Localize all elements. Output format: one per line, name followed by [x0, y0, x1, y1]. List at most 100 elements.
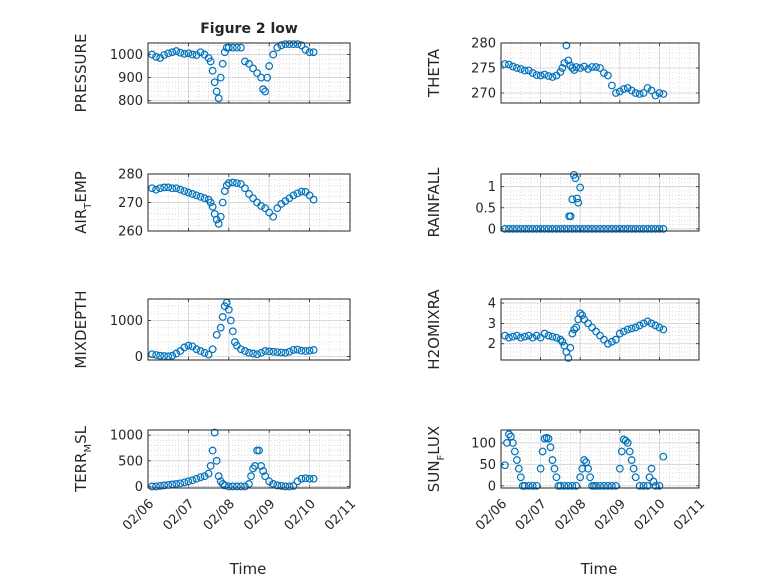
y-tick-label: 270 — [118, 196, 143, 211]
data-point — [564, 481, 573, 490]
y-tick-label: 2 — [488, 337, 496, 352]
y-tick-label: 1 — [488, 180, 496, 195]
data-point — [647, 464, 656, 473]
data-point — [631, 89, 640, 97]
data-point — [237, 345, 245, 354]
data-point — [257, 462, 266, 470]
data-point — [520, 332, 529, 341]
data-point — [289, 40, 298, 49]
data-point — [501, 331, 509, 340]
data-point — [224, 43, 233, 52]
data-point — [172, 47, 181, 55]
data-point — [168, 184, 177, 193]
y-axis-label: TERRMSL — [72, 425, 94, 493]
data-point — [532, 224, 541, 233]
data-point — [611, 89, 620, 97]
data-point — [619, 224, 628, 233]
data-point — [265, 62, 274, 70]
data-point — [188, 50, 197, 59]
data-point — [192, 345, 201, 354]
data-point — [544, 331, 553, 340]
data-point — [192, 191, 201, 200]
data-point — [249, 64, 257, 73]
data-point — [639, 319, 648, 328]
data-point — [305, 48, 314, 57]
axes-4: 0 0.5 1 RAINFALL — [425, 167, 700, 237]
data-point — [576, 473, 585, 482]
data-point — [655, 89, 664, 97]
y-tick-label: 0 — [488, 222, 496, 237]
data-point — [651, 91, 660, 100]
y-tick-label: 800 — [118, 94, 143, 109]
data-point — [520, 481, 529, 490]
data-point — [263, 73, 272, 82]
data-point — [510, 447, 519, 456]
data-point — [501, 461, 509, 470]
y-tick-label: 4 — [488, 297, 496, 312]
data-point — [505, 333, 513, 342]
data-point — [544, 434, 553, 443]
data-point — [220, 481, 229, 490]
data-point — [623, 438, 632, 447]
data-point — [625, 447, 634, 456]
x-tick-label: 02/06 — [473, 497, 510, 534]
data-point — [516, 333, 525, 342]
data-point — [505, 430, 513, 439]
data-point — [562, 41, 571, 50]
data-point — [289, 482, 298, 490]
data-point — [607, 81, 616, 90]
data-point — [647, 224, 656, 233]
data-point — [564, 354, 573, 362]
data-point — [265, 477, 274, 486]
data-point — [548, 456, 557, 464]
data-point — [544, 224, 553, 233]
data-point — [651, 321, 660, 330]
x-tick-label: 02/07 — [160, 497, 197, 534]
data-point — [196, 347, 205, 355]
data-point — [643, 224, 652, 233]
data-point — [520, 66, 529, 75]
data-point — [623, 325, 632, 334]
data-point — [293, 345, 302, 354]
data-point — [212, 87, 221, 96]
data-point — [647, 86, 656, 95]
data-point — [501, 60, 509, 68]
data-point — [568, 481, 577, 490]
data-point — [249, 349, 257, 358]
y-axis-label: THETA — [425, 48, 443, 98]
data-point — [245, 190, 253, 198]
data-point — [214, 472, 223, 481]
data-point — [208, 345, 217, 354]
data-point — [259, 85, 268, 94]
data-point — [293, 40, 302, 49]
data-point — [572, 323, 581, 332]
data-point — [655, 481, 664, 490]
data-point — [206, 198, 215, 207]
data-point — [508, 224, 517, 233]
data-point — [245, 59, 253, 68]
x-tick-label: 02/11 — [322, 497, 359, 534]
data-point — [200, 472, 209, 481]
data-point — [224, 305, 233, 314]
data-point — [651, 481, 660, 490]
data-point — [293, 189, 302, 198]
data-point — [285, 482, 294, 491]
data-point — [573, 194, 581, 203]
data-point — [604, 71, 612, 80]
data-point — [649, 477, 658, 486]
data-point — [269, 50, 278, 59]
data-point — [168, 48, 177, 57]
data-point — [516, 224, 525, 233]
data-point — [176, 479, 185, 488]
data-point — [176, 48, 185, 57]
data-point — [180, 49, 189, 58]
data-point — [508, 62, 517, 71]
data-point — [156, 351, 165, 360]
data-point — [180, 478, 189, 487]
data-point — [588, 224, 596, 233]
data-point — [261, 204, 270, 213]
data-point — [253, 350, 261, 359]
x-tick-label: 02/09 — [592, 497, 629, 534]
data-point — [566, 212, 575, 221]
y-tick-label: 280 — [118, 168, 143, 183]
